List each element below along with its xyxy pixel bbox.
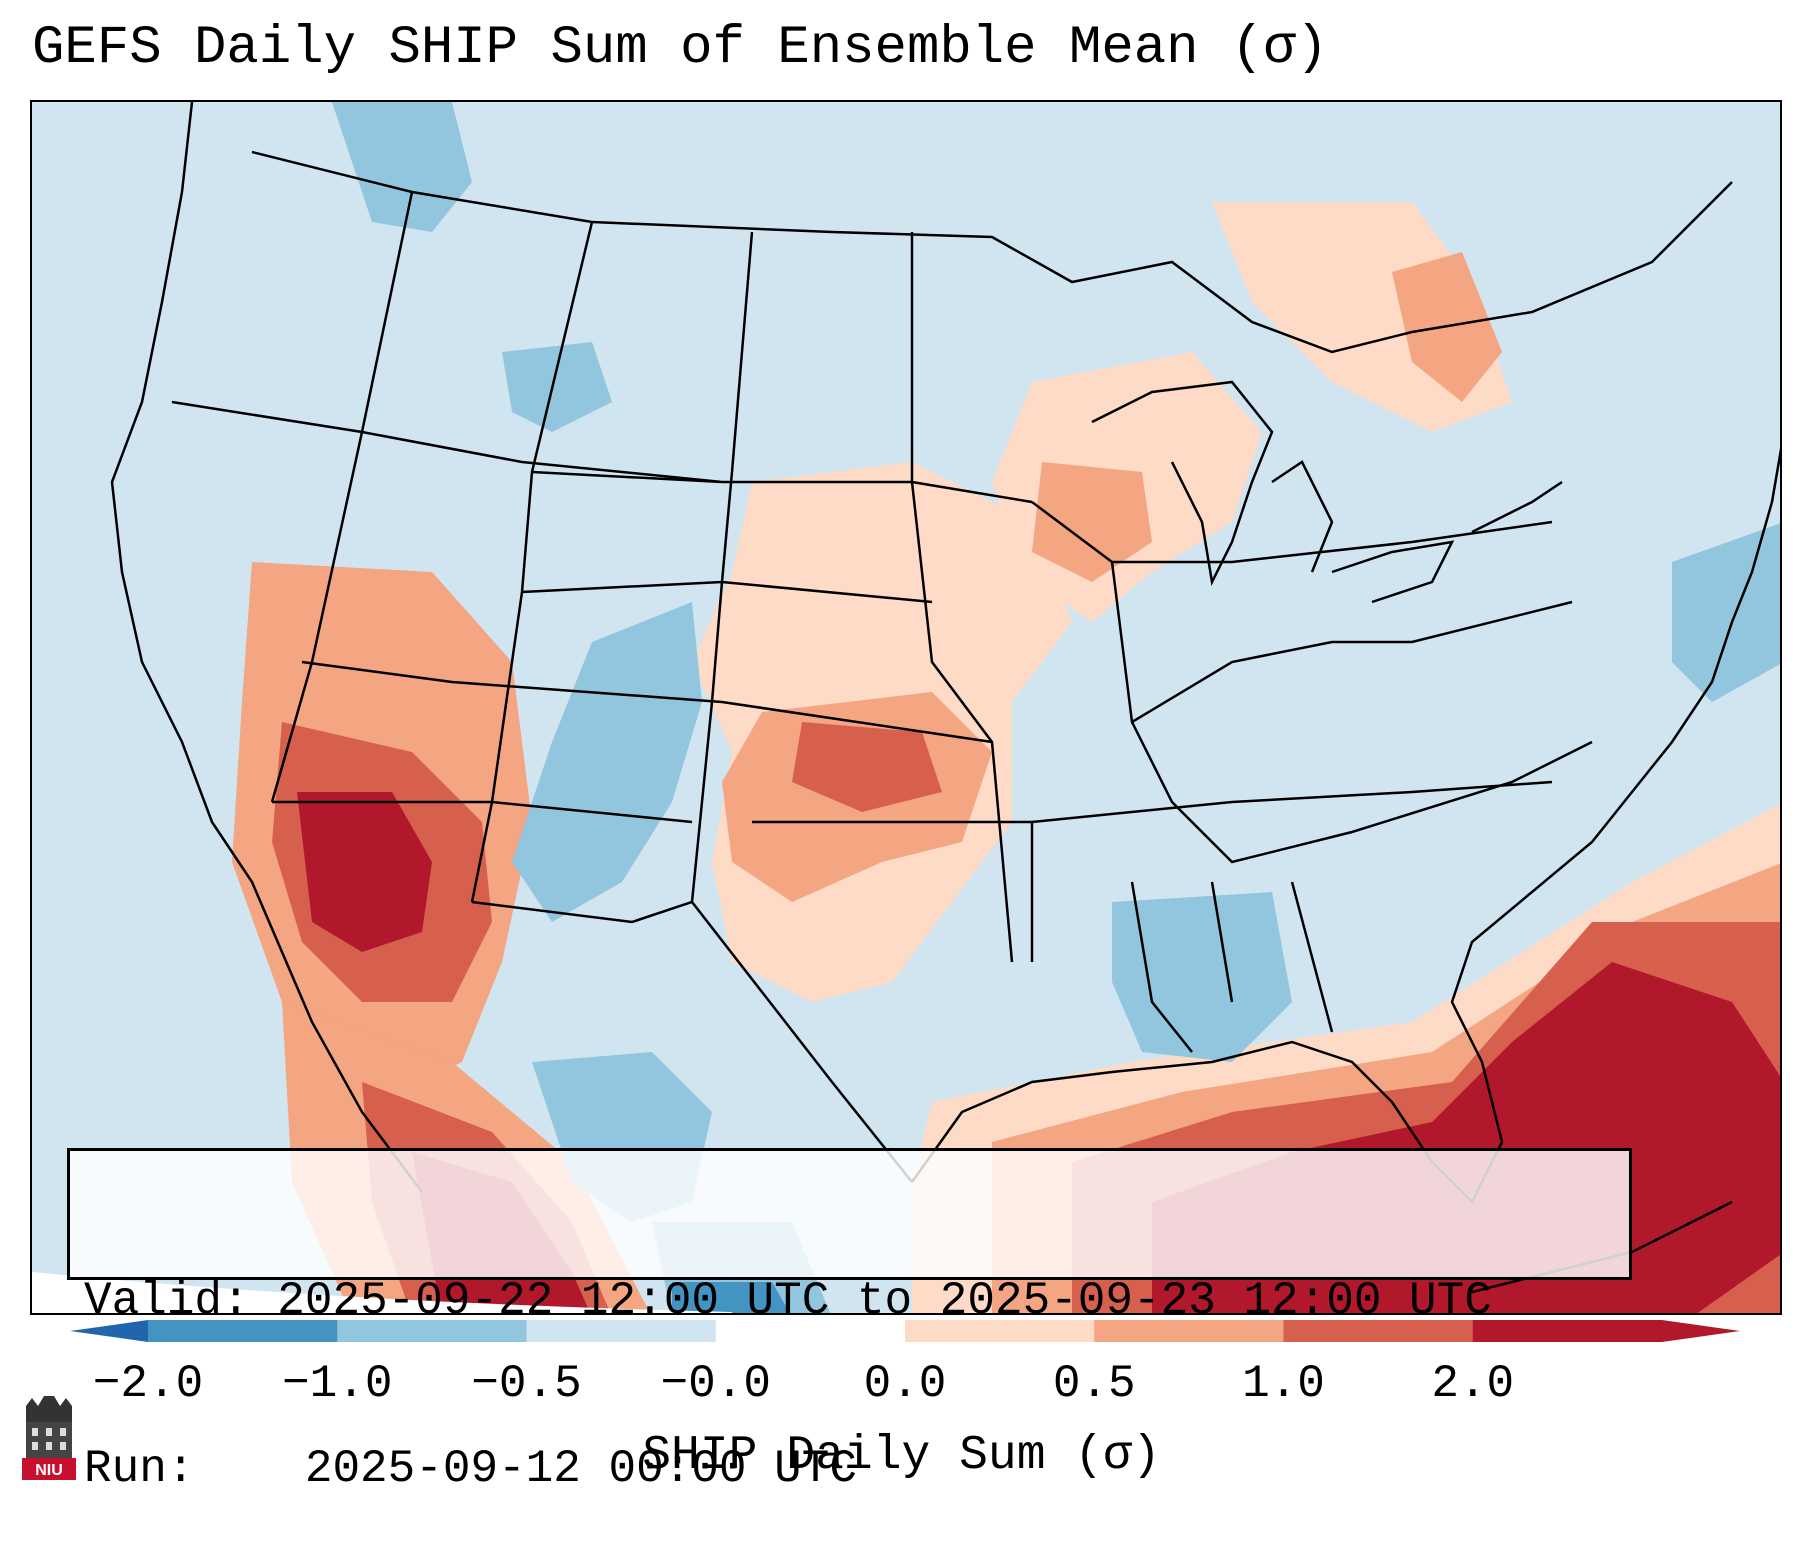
run-value: 2025-09-12 00:00 UTC <box>304 1443 857 1495</box>
run-row: Run: 2025-09-12 00:00 UTC <box>84 1441 1629 1497</box>
run-label: Run: <box>84 1443 195 1495</box>
colorbar <box>70 1320 1740 1342</box>
colorbar-segment <box>1472 1320 1663 1342</box>
niu-logo: NIU <box>22 1396 76 1480</box>
colorbar-ticks: −2.0 −1.0 −0.5 −0.0 0.0 0.5 1.0 2.0 <box>0 1360 1803 1408</box>
colorbar-tick-label: 1.0 <box>1242 1358 1325 1410</box>
valid-value: 2025-09-22 12:00 UTC to 2025-09-23 12:00… <box>277 1275 1492 1327</box>
colorbar-tick-label: 0.5 <box>1052 1358 1136 1410</box>
projection-edge <box>32 1272 732 1313</box>
colorbar-tick-label: −1.0 <box>282 1358 393 1410</box>
niu-logo-building <box>26 1422 72 1458</box>
rockies-moderate-negative <box>512 602 702 922</box>
midwest-moderate-positive <box>1032 462 1152 582</box>
colorbar-segment <box>715 1320 906 1342</box>
niu-logo-band <box>22 1458 76 1480</box>
map-title: GEFS Daily SHIP Sum of Ensemble Mean (σ) <box>32 18 1329 79</box>
colorbar-segment <box>905 1320 1095 1342</box>
gulf-coast-line <box>910 447 1780 1205</box>
niu-logo-towers <box>26 1396 72 1422</box>
colorbar-segment <box>337 1320 527 1342</box>
valid-row: Valid: 2025-09-22 12:00 UTC to 2025-09-2… <box>84 1273 1629 1329</box>
political-boundaries <box>110 102 1780 1294</box>
niu-logo-windows <box>32 1428 66 1450</box>
colorbar-segment <box>1094 1320 1284 1342</box>
eastern-states-grid <box>1031 501 1593 1053</box>
deep-south-negative <box>1112 892 1292 1062</box>
colorbar-segment <box>1283 1320 1474 1342</box>
colorbar-tick-label: 2.0 <box>1431 1358 1515 1410</box>
valid-run-info-box: Valid: 2025-09-22 12:00 UTC to 2025-09-2… <box>67 1148 1632 1495</box>
southwest-extreme-positive <box>297 792 432 952</box>
wyoming-negative <box>502 342 612 432</box>
west-coast-line <box>110 102 423 1193</box>
colorbar-extend-low <box>70 1320 148 1342</box>
great-lakes-outline <box>1091 380 1563 604</box>
colorbar-segment <box>526 1320 717 1342</box>
northern-rockies-negative <box>332 102 472 232</box>
kansas-strong-positive <box>792 722 942 812</box>
colorbar-label: SHIP Daily Sum (σ) <box>642 1429 1161 1483</box>
colorbar-tick-label: −2.0 <box>92 1358 204 1410</box>
colorbar-segments <box>148 1320 1663 1342</box>
niu-logo-text: NIU <box>35 1462 63 1479</box>
map-panel <box>30 100 1782 1315</box>
map-canvas <box>32 102 1780 1313</box>
mexico-central-strong-negative <box>672 1282 790 1313</box>
colorbar-tick-label: 0.0 <box>863 1358 947 1410</box>
colorbar-segment <box>148 1320 338 1342</box>
valid-label: Valid: <box>84 1275 250 1327</box>
colorbar-tick-label: −0.5 <box>471 1358 582 1410</box>
colorbar-extend-high <box>1662 1320 1740 1342</box>
colorbar-tick-label: −0.0 <box>660 1358 771 1410</box>
